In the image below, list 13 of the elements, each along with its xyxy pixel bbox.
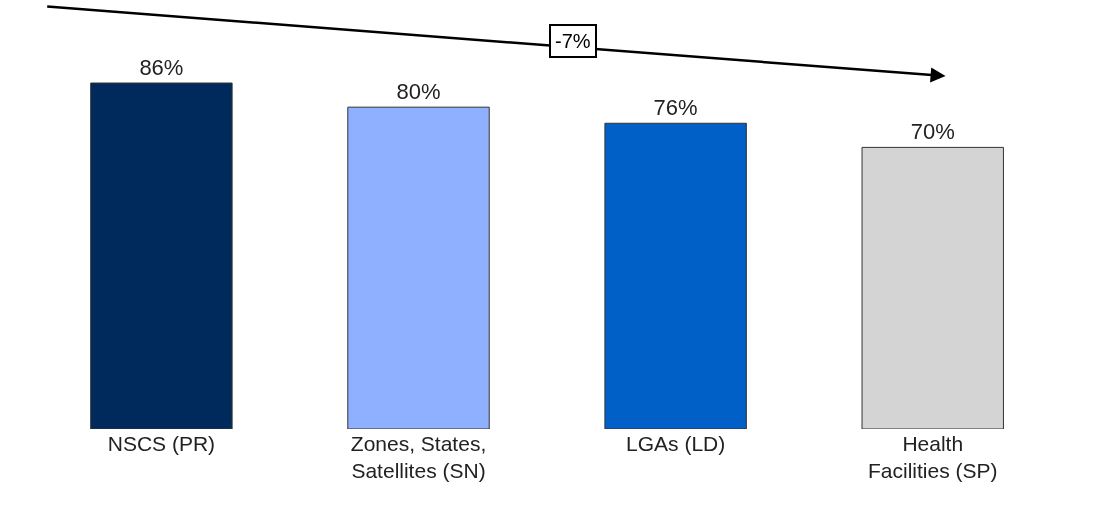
bar <box>604 122 747 429</box>
data-label: 80% <box>396 79 441 105</box>
bar <box>90 82 233 429</box>
text: -7% <box>555 30 591 52</box>
x-tick-label: Zones, States, Satellites (SN) <box>350 432 487 483</box>
x-tick-label: NSCS (PR) <box>107 432 216 455</box>
data-label: 86% <box>139 55 184 81</box>
data-label: 70% <box>910 119 955 145</box>
bar <box>861 146 1004 429</box>
x-tick-label: Health Facilities (SP) <box>867 432 998 483</box>
data-label: 76% <box>653 95 698 121</box>
bar <box>347 106 490 429</box>
x-tick-label: LGAs (LD) <box>626 432 726 455</box>
